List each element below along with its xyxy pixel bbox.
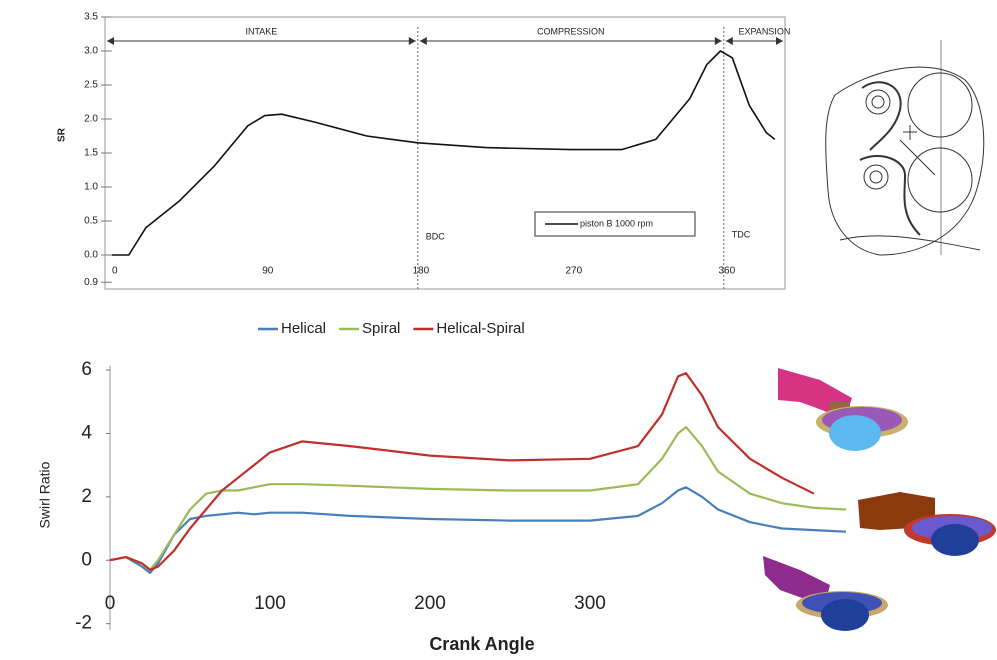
engine-diagram [826, 40, 984, 255]
y-tick-label: 0 [81, 549, 92, 570]
series-line [110, 427, 846, 570]
y-tick-label: 2.5 [84, 80, 98, 91]
port-model-spiral [858, 492, 996, 556]
y-tick-label: -2 [75, 613, 92, 634]
x-tick-label: 90 [262, 266, 274, 277]
y-axis-label: Swirl Ratio [37, 461, 53, 528]
x-tick-label: 0 [112, 266, 118, 277]
y-tick-label: 4 [81, 422, 92, 443]
y-tick-label: 3.0 [84, 46, 98, 57]
y-tick-label: 0.0 [84, 250, 98, 261]
legend-label: Spiral [362, 320, 400, 337]
phase-label: COMPRESSION [537, 26, 605, 36]
port-model-helical [763, 556, 888, 631]
y-axis-label: SR [57, 127, 68, 142]
phase-label: INTAKE [245, 26, 277, 36]
chart: 0.9 0.0 0.5 1.0 1.5 2.0 2.5 3.0 3.5 0 90 180 270 360 I… [57, 12, 791, 289]
y-tick-label: 2 [81, 486, 92, 507]
x-axis-label: Crank Angle [429, 634, 534, 654]
x-tick-label: 360 [718, 266, 735, 277]
x-tick-label: 0 [105, 593, 116, 614]
plot-frame [105, 17, 785, 289]
x-tick-label: 180 [412, 266, 429, 277]
figure: 0.9 0.0 0.5 1.0 1.5 2.0 2.5 3.0 3.5 0 90 180 270 360 I… [0, 0, 997, 660]
y-tick-label: 3.5 [84, 12, 98, 23]
port-model-helical-spiral [778, 368, 908, 451]
y-tick-label: 6 [81, 359, 92, 380]
y-tick-label: 0.5 [84, 216, 98, 227]
series-line [110, 487, 846, 573]
chart: -2 0 2 4 6 0 100 200 300 Crank Angle Swirl Ratio He… [37, 320, 846, 654]
series-line [110, 373, 814, 570]
x-tick-label: 270 [565, 266, 582, 277]
marker-label: TDC [732, 229, 751, 239]
y-tick-label: 2.0 [84, 114, 98, 125]
y-tick-label: 1.5 [84, 148, 98, 159]
legend-label: Helical-Spiral [436, 320, 524, 337]
x-tick-label: 300 [574, 593, 606, 614]
legend-label: Helical [281, 320, 326, 337]
y-tick-label: 0.9 [84, 277, 98, 288]
legend-label: piston B 1000 rpm [580, 218, 653, 228]
phase-label: EXPANSION [738, 26, 790, 36]
x-tick-label: 200 [414, 593, 446, 614]
y-tick-label: 1.0 [84, 182, 98, 193]
marker-label: BDC [426, 231, 446, 241]
x-tick-label: 100 [254, 593, 286, 614]
